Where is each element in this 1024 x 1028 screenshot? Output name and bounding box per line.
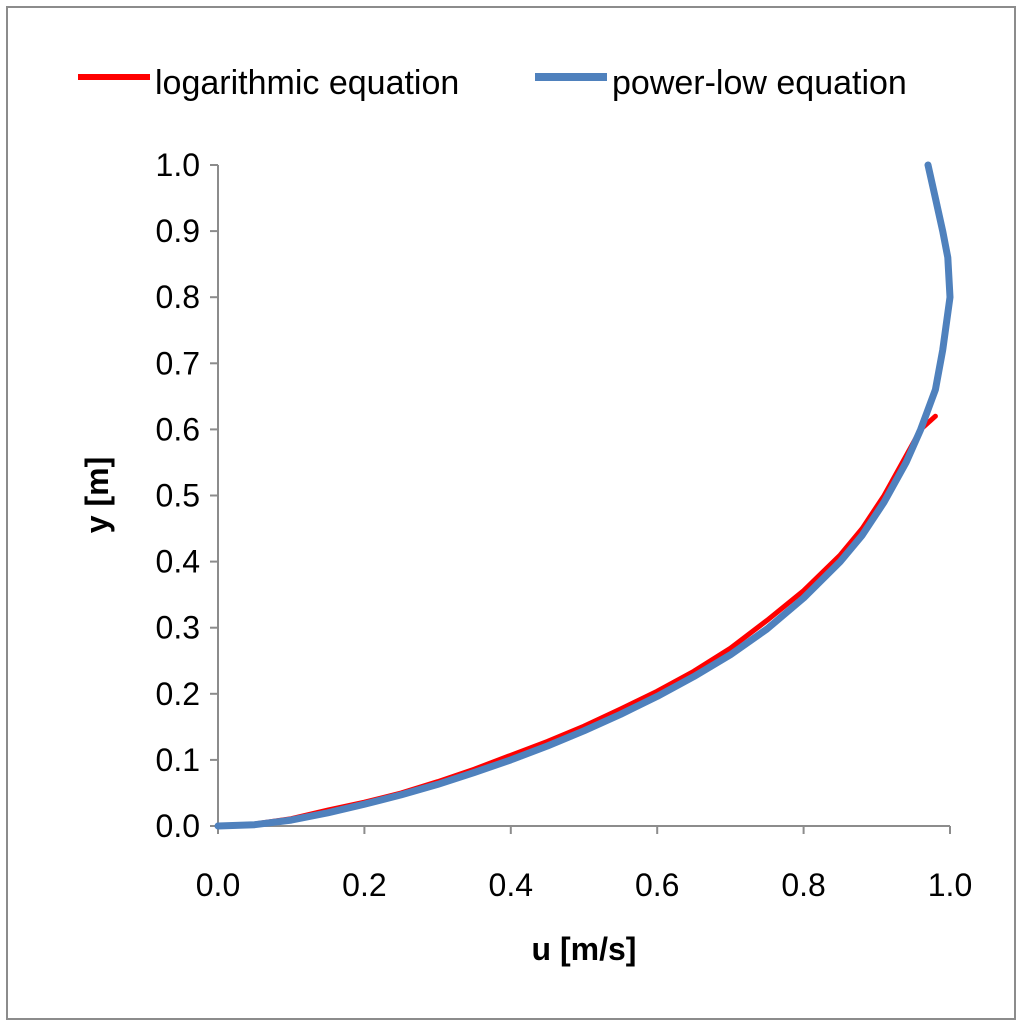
series-line-power (214, 161, 954, 830)
y-tick-label: 0.2 (156, 676, 200, 712)
y-tick-label: 0.0 (156, 808, 200, 844)
y-tick-label: 0.3 (156, 610, 200, 646)
y-axis-title: y [m] (79, 457, 115, 533)
axes: 0.0 0.1 0.2 0.3 0.4 0.5 0.6 0.7 0.8 0.9 1.0 0.0 0.2… (156, 147, 973, 903)
x-tick-label: 1.0 (928, 867, 972, 903)
y-ticks: 0.0 0.1 0.2 0.3 0.4 0.5 0.6 0.7 0.8 0.9 1.0 (156, 147, 218, 844)
x-tick-label: 0.6 (635, 867, 679, 903)
x-tick-label: 0.8 (781, 867, 825, 903)
x-tick-label: 0.2 (342, 867, 386, 903)
y-tick-label: 0.7 (156, 345, 200, 381)
x-tick-label: 0.4 (489, 867, 533, 903)
y-tick-label: 0.1 (156, 742, 200, 778)
legend-label-power: power-low equation (612, 64, 907, 102)
y-tick-label: 0.6 (156, 411, 200, 447)
x-tick-label: 0.0 (196, 867, 240, 903)
legend-label-logarithmic: logarithmic equation (155, 64, 459, 102)
legend: logarithmic equation power-low equation (78, 64, 907, 102)
y-tick-label: 0.9 (156, 213, 200, 249)
x-axis-title: u [m/s] (532, 931, 637, 967)
series-layer (214, 161, 954, 830)
y-tick-label: 0.5 (156, 478, 200, 514)
y-tick-label: 0.8 (156, 279, 200, 315)
x-ticks: 0.0 0.2 0.4 0.6 0.8 1.0 (196, 826, 972, 903)
y-tick-label: 0.4 (156, 544, 200, 580)
series-line-logarithmic (215, 413, 938, 829)
chart-frame (6, 6, 1016, 1020)
y-tick-label: 1.0 (156, 147, 200, 183)
